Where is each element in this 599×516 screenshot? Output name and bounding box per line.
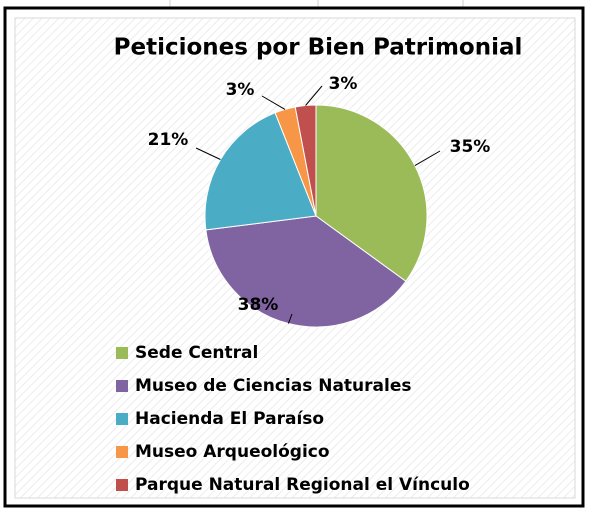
legend-swatch xyxy=(116,413,128,425)
legend-swatch xyxy=(116,479,128,491)
data-label: 38% xyxy=(238,295,279,315)
legend-swatch xyxy=(116,347,128,359)
data-label: 3% xyxy=(226,80,255,100)
legend-label: Parque Natural Regional el Vínculo xyxy=(135,475,470,495)
leader-line xyxy=(261,95,286,110)
chart-title: Peticiones por Bien Patrimonial xyxy=(114,35,523,61)
pie-slice xyxy=(315,104,428,282)
legend-swatch xyxy=(116,380,128,392)
data-label: 35% xyxy=(450,137,491,157)
data-label: 3% xyxy=(329,74,358,94)
leader-line xyxy=(195,147,221,160)
data-label: 21% xyxy=(148,130,189,150)
leader-line xyxy=(414,150,441,167)
leader-line xyxy=(287,313,293,324)
legend-label: Hacienda El Paraíso xyxy=(135,409,324,429)
legend-swatch xyxy=(116,446,128,458)
pie-slice xyxy=(204,112,317,231)
leader-line xyxy=(305,85,323,106)
legend-label: Museo Arqueológico xyxy=(135,442,330,462)
legend-label: Museo de Ciencias Naturales xyxy=(135,376,412,396)
legend-label: Sede Central xyxy=(135,343,258,363)
